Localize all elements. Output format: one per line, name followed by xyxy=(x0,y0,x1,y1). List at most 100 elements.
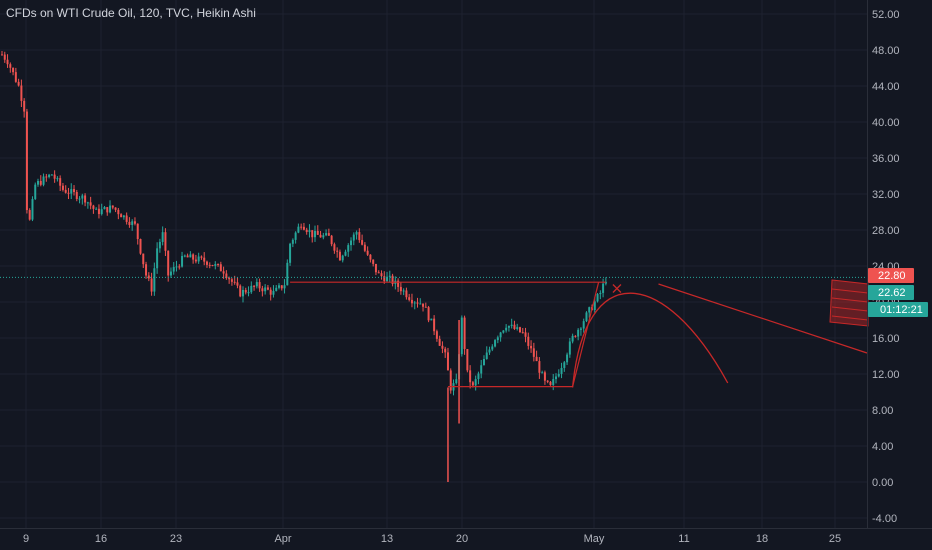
candle-body xyxy=(311,230,314,238)
time-tick-label: Apr xyxy=(274,533,291,545)
candle-body xyxy=(81,195,84,199)
price-axis[interactable]: 52.0048.0044.0040.0036.0032.0028.0024.00… xyxy=(872,9,900,525)
candle-body xyxy=(86,202,89,204)
candle-body xyxy=(200,256,203,258)
candle-body xyxy=(297,226,300,233)
target-zone-hatch xyxy=(831,288,869,294)
green-price-text: 22.62 xyxy=(878,287,906,299)
target-zone-hatch xyxy=(831,306,869,312)
candle-body xyxy=(264,287,267,292)
red-price-text: 22.80 xyxy=(878,270,906,282)
candle-body xyxy=(147,275,150,279)
candle-body xyxy=(499,332,502,338)
candle-body xyxy=(593,301,596,310)
candle-body xyxy=(469,370,472,383)
price-tick-label: 36.00 xyxy=(872,153,900,165)
candle-body xyxy=(289,243,292,263)
candle-body xyxy=(347,245,350,252)
candle-body xyxy=(535,356,538,362)
candle-body xyxy=(128,221,131,225)
candle-body xyxy=(222,271,225,274)
candle-body xyxy=(67,192,70,194)
candle-body xyxy=(197,256,200,262)
candle-body xyxy=(266,287,269,290)
candle-body xyxy=(12,67,15,73)
candle-body xyxy=(397,280,400,287)
candle-body xyxy=(131,221,134,225)
candle-body xyxy=(388,275,391,277)
candle-body xyxy=(59,178,62,186)
candle-body xyxy=(178,266,181,268)
candle-body xyxy=(333,244,336,251)
price-tick-label: 28.00 xyxy=(872,225,900,237)
candle-body xyxy=(510,324,513,326)
candle-body xyxy=(73,189,76,192)
candle-body xyxy=(361,240,364,245)
candle-body xyxy=(50,174,53,176)
candle-body xyxy=(28,210,31,220)
candle-series xyxy=(1,50,607,482)
candle-body xyxy=(322,235,325,238)
candle-body xyxy=(386,276,389,282)
candle-body xyxy=(106,207,109,213)
candle-body xyxy=(208,264,211,266)
candle-body xyxy=(344,251,347,256)
candle-body xyxy=(480,365,483,374)
time-tick-label: 16 xyxy=(95,533,107,545)
candle-body xyxy=(455,379,458,384)
candle-body xyxy=(278,285,280,288)
candle-body xyxy=(327,233,330,236)
candle-body xyxy=(305,229,308,232)
candle-body xyxy=(150,278,153,292)
price-tick-label: -4.00 xyxy=(872,513,897,525)
candle-body xyxy=(466,349,469,371)
candle-body xyxy=(530,345,533,349)
candle-body xyxy=(566,354,569,363)
time-tick-label: 20 xyxy=(456,533,468,545)
price-tick-label: 4.00 xyxy=(872,441,893,453)
candle-body xyxy=(383,276,386,282)
candle-body xyxy=(48,174,51,177)
time-axis[interactable]: 9 16 23 Apr 13 20 May 11 18 25 xyxy=(23,533,841,545)
candle-body xyxy=(507,325,510,328)
candle-body xyxy=(549,381,552,386)
candle-body xyxy=(571,335,574,342)
candle-body xyxy=(405,290,408,298)
candle-body xyxy=(253,285,256,287)
candle-body xyxy=(513,324,516,329)
candle-body xyxy=(95,208,98,210)
candle-body xyxy=(477,373,480,380)
candle-body xyxy=(494,340,497,347)
candle-body xyxy=(286,262,289,286)
candle-body xyxy=(64,189,67,193)
time-tick-label: 9 xyxy=(23,533,29,545)
candle-body xyxy=(568,341,571,355)
candle-body xyxy=(45,176,48,178)
price-tick-label: 40.00 xyxy=(872,117,900,129)
candle-body xyxy=(574,335,577,337)
price-tick-label: 48.00 xyxy=(872,45,900,57)
candle-body xyxy=(100,209,103,215)
candle-body xyxy=(31,199,34,220)
chart-grid xyxy=(0,0,867,528)
projection-arc xyxy=(571,292,729,388)
candle-body xyxy=(402,290,405,292)
candle-body xyxy=(3,54,6,60)
candle-body xyxy=(272,290,275,295)
candle-body xyxy=(582,321,585,329)
candle-body xyxy=(471,382,474,386)
candle-body xyxy=(175,266,178,268)
candle-body xyxy=(325,233,328,236)
candle-body xyxy=(192,254,195,260)
candle-body xyxy=(482,358,485,366)
candle-body xyxy=(485,352,488,359)
candle-body xyxy=(441,345,444,349)
price-tick-label: 44.00 xyxy=(872,81,900,93)
candle-body xyxy=(416,302,419,304)
price-tick-label: 0.00 xyxy=(872,477,893,489)
candle-body xyxy=(153,268,156,292)
time-tick-label: 25 xyxy=(829,533,841,545)
candle-body xyxy=(463,317,466,350)
candle-body xyxy=(20,85,23,101)
